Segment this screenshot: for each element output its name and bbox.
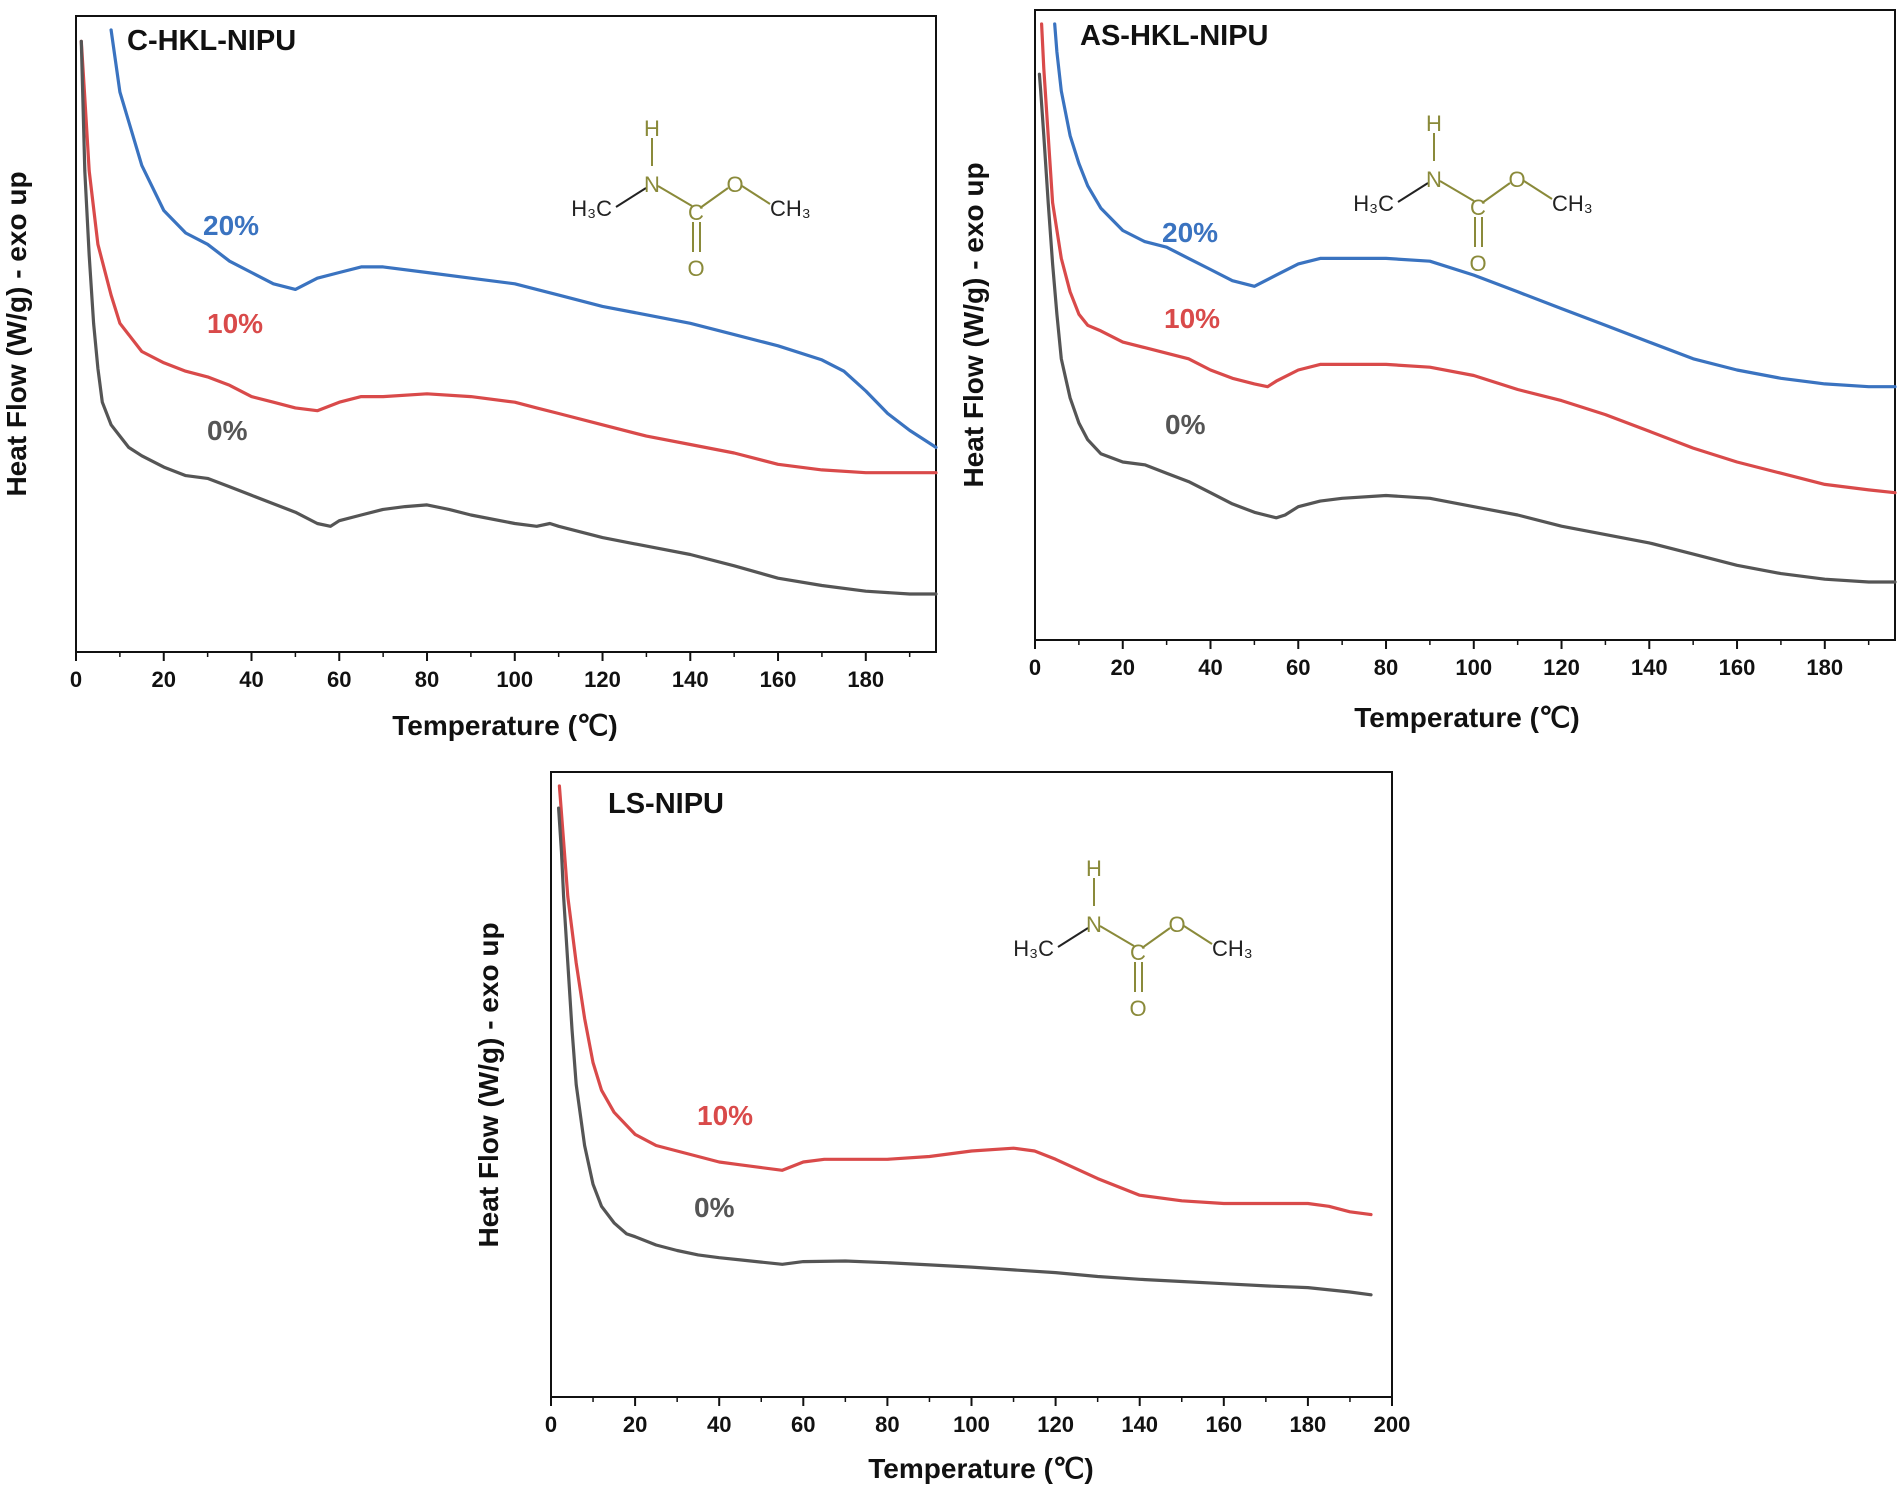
methyl-left: H₃C [1013, 936, 1054, 961]
bond [1523, 180, 1553, 200]
series-line-0pct [1037, 72, 1897, 584]
x-axis-label: Temperature (℃) [868, 1453, 1093, 1484]
methyl-right: CH₃ [1212, 936, 1253, 961]
atom-h: H [1086, 856, 1102, 881]
x-tick-label: 40 [239, 667, 263, 692]
series-label-0pct: 0% [694, 1192, 735, 1223]
chart-panel-ls: 0 20 40 60 80 100 120 140 160 180 200 10% 0% LS-NIPU T… [473, 771, 1411, 1484]
bond [657, 185, 693, 207]
chart-panel-as-hkl: 0 20 40 60 80 100 120 140 160 180 20% 10% 0% AS-HKL-N… [958, 9, 1897, 733]
x-tick-label: 100 [953, 1412, 990, 1437]
atom-c: C [1130, 940, 1146, 965]
atom-c: C [1470, 195, 1486, 220]
bond [1439, 180, 1475, 202]
x-tick-label: 60 [791, 1412, 815, 1437]
x-tick-label: 140 [1631, 655, 1668, 680]
x-tick-label: 180 [847, 667, 884, 692]
atom-o-ester: O [1508, 167, 1525, 192]
bond [699, 187, 729, 209]
x-tick-label: 160 [1205, 1412, 1242, 1437]
bond [1099, 925, 1135, 947]
x-tick-label: 120 [584, 667, 621, 692]
atom-n: N [644, 172, 660, 197]
x-tick-label: 0 [1029, 655, 1041, 680]
series-line-0pct [557, 806, 1373, 1297]
x-tick-label: 20 [152, 667, 176, 692]
panel-title: LS-NIPU [608, 788, 724, 820]
series-line-20pct [109, 28, 938, 449]
x-tick-label: 0 [70, 667, 82, 692]
series-label-10pct: 10% [207, 308, 263, 339]
series-line-10pct [79, 39, 938, 475]
methyl-left: H₃C [1353, 191, 1394, 216]
x-tick-label: 40 [1198, 655, 1222, 680]
series-label-0pct: 0% [1165, 409, 1206, 440]
atom-c: C [688, 200, 704, 225]
x-axis-label: Temperature (℃) [392, 710, 617, 741]
methyl-right: CH₃ [770, 196, 811, 221]
y-axis-label: Heat Flow (W/g) - exo up [1, 171, 32, 496]
plot-frame [1034, 9, 1896, 641]
bond [615, 187, 647, 208]
panel-title: C-HKL-NIPU [127, 25, 296, 57]
series-line-10pct [557, 784, 1373, 1217]
series-line-0pct [79, 39, 938, 596]
panel-title: AS-HKL-NIPU [1080, 20, 1269, 52]
series-line-20pct [1053, 22, 1897, 389]
bond [741, 185, 771, 205]
bond [1057, 927, 1089, 948]
x-tick-label: 80 [415, 667, 439, 692]
x-tick-label: 160 [760, 667, 797, 692]
series-label-20pct: 20% [203, 210, 259, 241]
methyl-right: CH₃ [1552, 191, 1593, 216]
bond [1397, 182, 1429, 203]
x-tick-label: 120 [1543, 655, 1580, 680]
y-axis-label: Heat Flow (W/g) - exo up [473, 922, 504, 1247]
x-tick-label: 60 [327, 667, 351, 692]
chart-panel-c-hkl: 0 20 40 60 80 100 120 140 160 180 20% 10% 0% C-HKL-NI… [1, 15, 938, 741]
plot-frame [75, 15, 937, 653]
series-label-10pct: 10% [1164, 303, 1220, 334]
x-tick-label: 160 [1719, 655, 1756, 680]
atom-o-carbonyl: O [1469, 251, 1486, 276]
x-tick-label: 60 [1286, 655, 1310, 680]
x-tick-label: 200 [1374, 1412, 1411, 1437]
x-tick-label: 0 [545, 1412, 557, 1437]
atom-h: H [644, 116, 660, 141]
atom-n: N [1086, 912, 1102, 937]
bond [1481, 182, 1511, 204]
series-line-10pct [1040, 22, 1897, 495]
x-tick-label: 140 [672, 667, 709, 692]
atom-o-carbonyl: O [687, 256, 704, 281]
x-tick-label: 120 [1037, 1412, 1074, 1437]
atom-o-ester: O [1168, 912, 1185, 937]
series-label-10pct: 10% [697, 1100, 753, 1131]
series-label-20pct: 20% [1162, 217, 1218, 248]
atom-o-carbonyl: O [1129, 996, 1146, 1021]
x-tick-label: 20 [623, 1412, 647, 1437]
x-tick-label: 140 [1121, 1412, 1158, 1437]
bond [1183, 925, 1213, 945]
x-tick-label: 20 [1111, 655, 1135, 680]
x-tick-label: 100 [1455, 655, 1492, 680]
x-tick-label: 180 [1290, 1412, 1327, 1437]
x-tick-label: 40 [707, 1412, 731, 1437]
x-tick-label: 180 [1806, 655, 1843, 680]
x-tick-label: 80 [1374, 655, 1398, 680]
x-tick-label: 100 [496, 667, 533, 692]
methyl-left: H₃C [571, 196, 612, 221]
series-label-0pct: 0% [207, 415, 248, 446]
x-tick-label: 80 [875, 1412, 899, 1437]
x-axis-label: Temperature (℃) [1354, 702, 1579, 733]
atom-n: N [1426, 167, 1442, 192]
atom-h: H [1426, 111, 1442, 136]
atom-o-ester: O [726, 172, 743, 197]
plot-frame [550, 771, 1393, 1398]
bond [1141, 927, 1171, 949]
y-axis-label: Heat Flow (W/g) - exo up [958, 162, 989, 487]
